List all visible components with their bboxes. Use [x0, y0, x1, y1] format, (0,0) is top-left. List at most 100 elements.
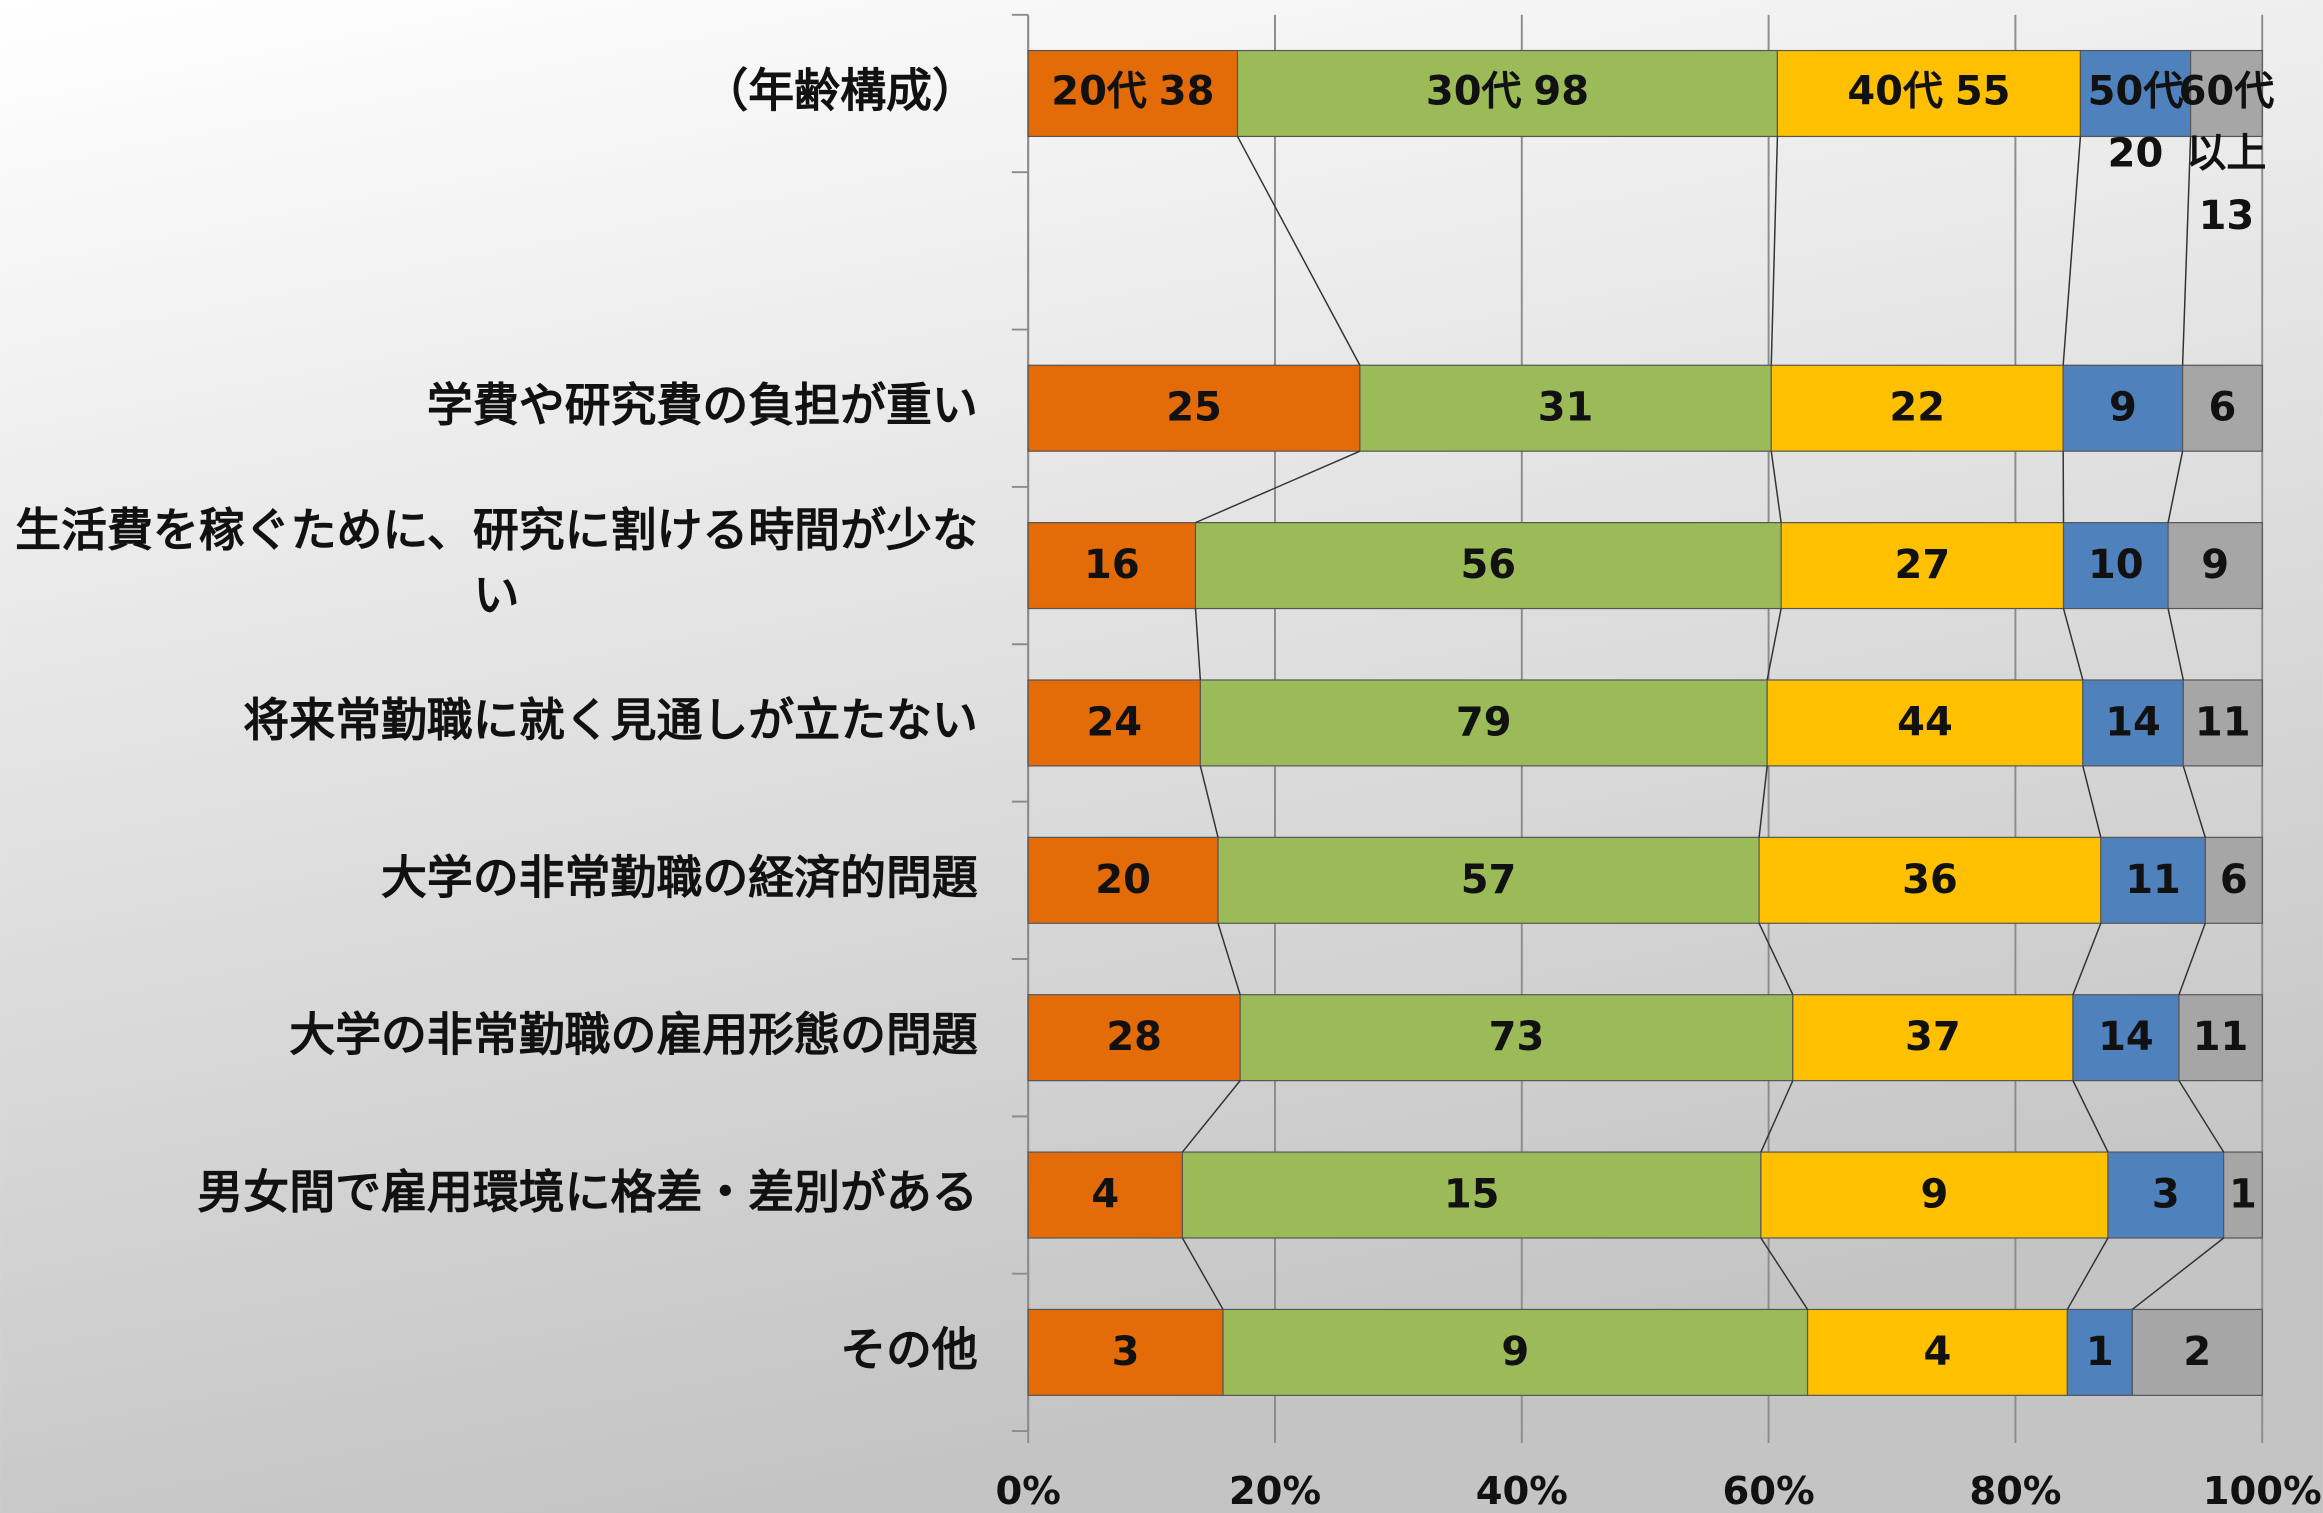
data-label: 50代 20: [2088, 68, 2184, 176]
series-line: [1181, 1080, 1241, 1153]
data-label: 20: [1095, 857, 1151, 903]
data-label: 79: [1456, 699, 1512, 745]
series-name-line: 60代: [2179, 68, 2275, 114]
bar-segment: [2079, 49, 2192, 138]
series-name: 20代: [1051, 68, 1147, 114]
data-label: 9: [1921, 1172, 1949, 1218]
bar-segment: [2182, 364, 2263, 452]
bar-segment: [1766, 679, 2084, 767]
bar-segment: [1027, 49, 1239, 138]
series-line: [1758, 765, 1768, 838]
bar-segment: [1027, 1308, 1224, 1396]
bar-segment: [2100, 836, 2206, 924]
series-name-line: 以上: [2186, 131, 2266, 177]
x-tick-label: 60%: [1723, 1469, 1815, 1513]
series-line: [2167, 451, 2184, 523]
bar-segment: [1027, 994, 1241, 1082]
text-line: 男女間で雇用環境に格差・差別がある: [197, 1165, 977, 1219]
data-label: 11: [2195, 699, 2251, 745]
bar-segment: [1194, 522, 1782, 610]
bar-segment: [1027, 364, 1361, 452]
bar-segment: [1027, 679, 1201, 767]
series-line: [2082, 765, 2102, 838]
series-line: [2072, 923, 2102, 995]
bar-segment: [1027, 1151, 1184, 1239]
data-label: 37: [1905, 1014, 1961, 1060]
data-label: 24: [1086, 699, 1142, 745]
bar-segment: [1776, 49, 2082, 138]
data-label: 6: [2208, 385, 2236, 431]
data-label: 16: [1084, 542, 1140, 588]
bar-segment: [1222, 1308, 1809, 1396]
series-line: [1181, 1237, 1224, 1310]
y-tick-label: （年齢構成）: [702, 63, 977, 117]
bar-segment: [2062, 522, 2169, 610]
series-name-line: 50代: [2088, 68, 2184, 114]
series-line: [2167, 608, 2185, 681]
series-line: [1770, 136, 1779, 366]
data-label: 3: [2152, 1172, 2180, 1218]
bar-segment: [1770, 364, 2064, 452]
data-label: 31: [1538, 385, 1594, 431]
data-label: 28: [1106, 1014, 1162, 1060]
data-label: 9: [2201, 542, 2229, 588]
value-label: 55: [1955, 68, 2011, 114]
series-line: [1236, 136, 1361, 366]
data-label: 44: [1897, 699, 1953, 745]
series-line: [1195, 450, 1361, 524]
value-label: 98: [1533, 68, 1589, 114]
x-tick-label: 20%: [1229, 1469, 1321, 1513]
data-label: 40代 55: [1847, 68, 2010, 114]
x-tick-label: 100%: [2203, 1469, 2322, 1513]
series-line: [2181, 136, 2192, 366]
y-tick-label: その他: [840, 1322, 978, 1376]
series-line: [1199, 765, 1219, 838]
series-line: [1766, 608, 1782, 681]
series-line: [2062, 608, 2084, 681]
value-label: 38: [1159, 68, 1215, 114]
bar-segment: [1217, 836, 1760, 924]
series-name: 50代: [2088, 68, 2184, 114]
series-line: [1217, 923, 1241, 995]
bar-segment: [1027, 522, 1197, 610]
text-line: い: [474, 568, 520, 622]
bar-segment: [1780, 522, 2065, 610]
series-line: [1758, 922, 1794, 996]
data-label: 60代以上 13: [2179, 68, 2275, 238]
bar-segment: [2178, 994, 2263, 1082]
data-label: 9: [1501, 1329, 1529, 1375]
bar-segment: [1792, 994, 2074, 1082]
data-label: 1: [2229, 1172, 2257, 1218]
series-line: [2066, 1237, 2109, 1310]
x-tick-label: 0%: [995, 1469, 1060, 1513]
data-label: 22: [1889, 385, 1945, 431]
x-tick-label: 80%: [1969, 1469, 2061, 1513]
bar-segment: [2182, 679, 2263, 767]
bar-segment: [1027, 836, 1219, 924]
y-tick-label: 将来常勤職に就く見通しが立たない: [243, 692, 978, 746]
series-name: 30代: [1426, 68, 1522, 114]
data-label: 10: [2088, 542, 2144, 588]
data-label: 11: [2125, 857, 2181, 903]
y-tick-label: 生活費を稼ぐために、研究に割ける時間が少ない: [15, 502, 978, 621]
data-label: 25: [1166, 385, 1222, 431]
data-label: 9: [2109, 385, 2137, 431]
bar-segment: [1199, 679, 1768, 767]
data-label: 3: [1112, 1329, 1140, 1375]
series-line: [2062, 136, 2082, 366]
bar-segment: [2167, 522, 2263, 610]
series-name: 60代以上: [2179, 68, 2275, 176]
series-line: [2178, 923, 2206, 995]
y-tick-label: 学費や研究費の負担が重い: [427, 378, 978, 432]
data-label: 57: [1461, 857, 1517, 903]
data-label: 15: [1444, 1172, 1500, 1218]
bar-segment: [2066, 1308, 2133, 1396]
data-label: 36: [1902, 857, 1958, 903]
data-label: 56: [1460, 542, 1516, 588]
y-tick-label: 大学の非常勤職の雇用形態の問題: [289, 1007, 978, 1061]
text-line: 大学の非常勤職の雇用形態の問題: [289, 1007, 978, 1061]
data-label: 20代 38: [1051, 68, 1214, 114]
data-label: 73: [1489, 1014, 1545, 1060]
bar-segment: [1806, 1308, 2068, 1396]
x-tick-label: 40%: [1476, 1469, 1568, 1513]
